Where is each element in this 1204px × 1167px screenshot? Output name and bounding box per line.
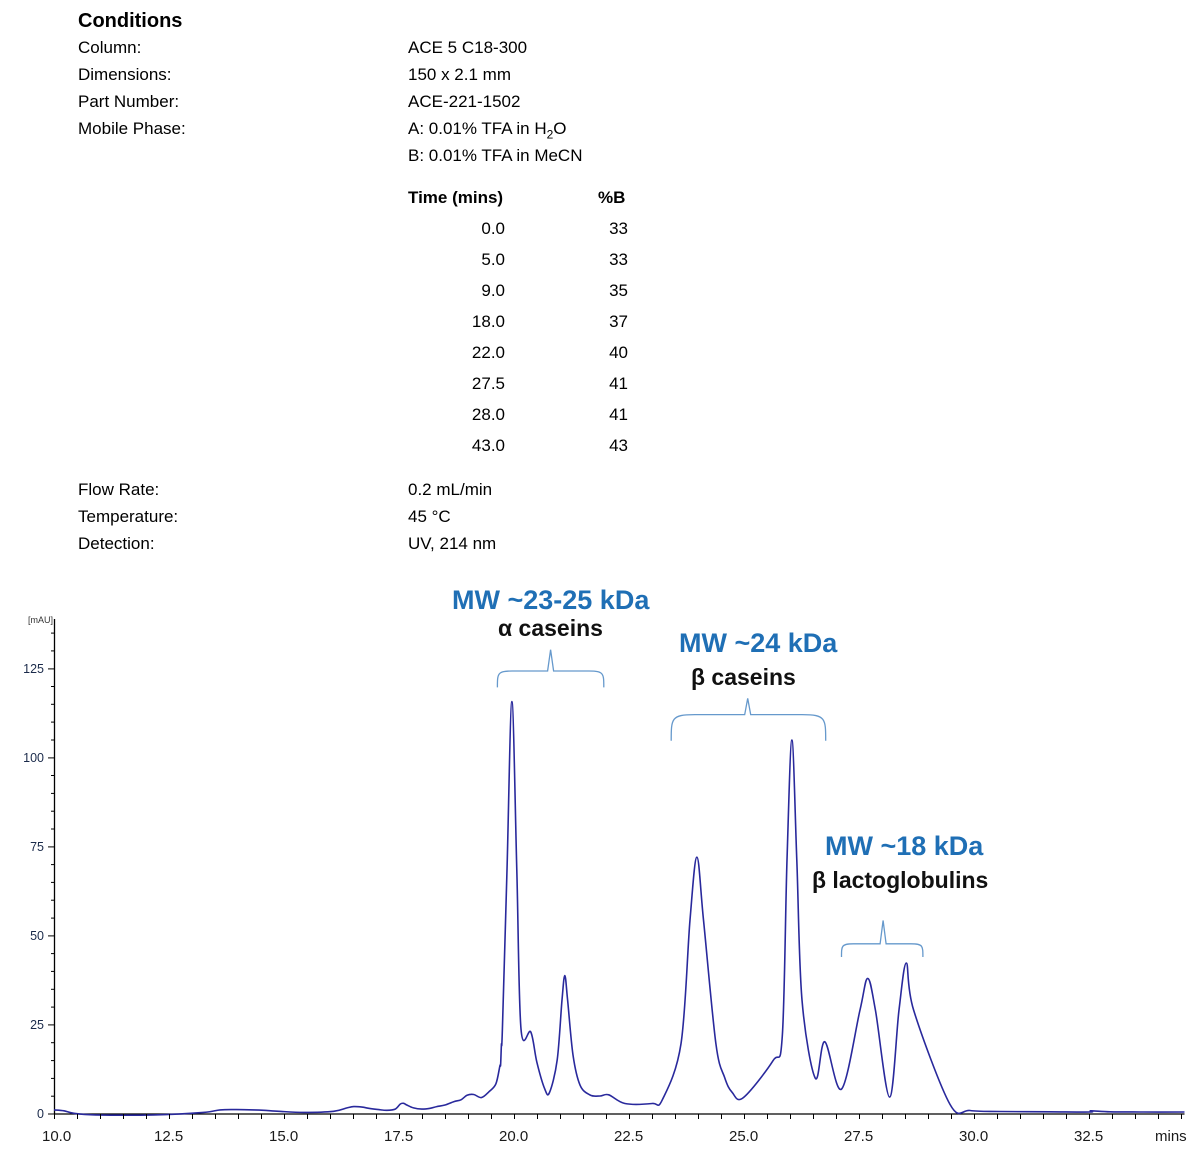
- svg-text:20.0: 20.0: [499, 1128, 528, 1145]
- svg-text:10.0: 10.0: [42, 1128, 71, 1145]
- svg-text:15.0: 15.0: [269, 1128, 298, 1145]
- svg-text:0: 0: [37, 1107, 44, 1121]
- svg-text:[mAU]: [mAU]: [28, 615, 53, 625]
- svg-text:75: 75: [30, 840, 44, 854]
- svg-text:12.5: 12.5: [154, 1128, 183, 1145]
- svg-text:MW ~24 kDa: MW ~24 kDa: [679, 628, 838, 658]
- svg-text:25.0: 25.0: [729, 1128, 758, 1145]
- svg-text:17.5: 17.5: [384, 1128, 413, 1145]
- svg-text:32.5: 32.5: [1074, 1128, 1103, 1145]
- svg-text:50: 50: [30, 929, 44, 943]
- svg-text:125: 125: [23, 662, 44, 676]
- svg-text:β lactoglobulins: β lactoglobulins: [812, 867, 988, 893]
- svg-text:22.5: 22.5: [614, 1128, 643, 1145]
- svg-text:β caseins: β caseins: [691, 664, 796, 690]
- svg-text:27.5: 27.5: [844, 1128, 873, 1145]
- svg-text:mins: mins: [1155, 1128, 1187, 1145]
- svg-text:MW ~23-25 kDa: MW ~23-25 kDa: [452, 585, 650, 615]
- svg-text:α caseins: α caseins: [498, 615, 603, 641]
- svg-text:MW ~18 kDa: MW ~18 kDa: [825, 831, 984, 861]
- svg-text:25: 25: [30, 1018, 44, 1032]
- svg-text:30.0: 30.0: [959, 1128, 988, 1145]
- svg-text:100: 100: [23, 751, 44, 765]
